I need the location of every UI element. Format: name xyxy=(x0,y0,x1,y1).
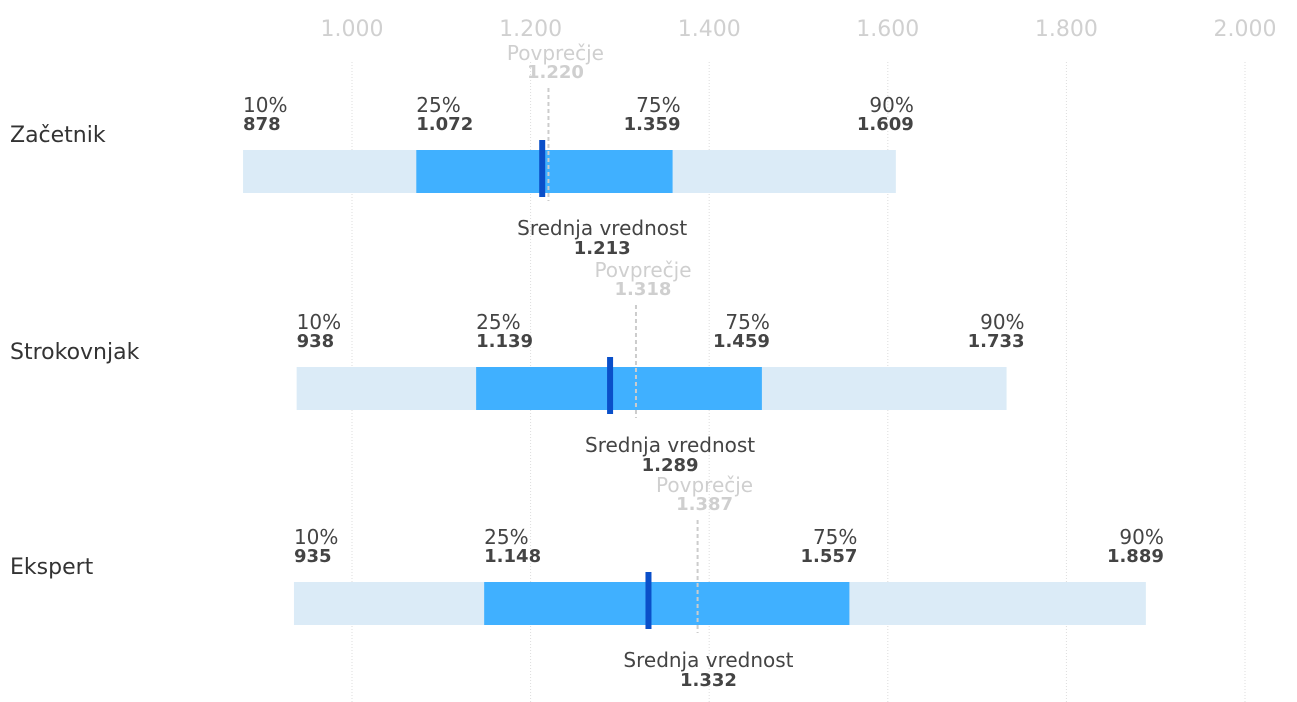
p25-label: 25% xyxy=(484,525,528,549)
p75-label: 75% xyxy=(725,310,769,334)
p25-value: 1.148 xyxy=(484,546,541,567)
median-marker xyxy=(607,357,614,414)
median-label: Srednja vrednost xyxy=(517,216,687,240)
p25-label: 25% xyxy=(476,310,520,334)
x-axis-ticks: 1.000 1.200 1.400 1.600 1.800 2.000 xyxy=(321,17,1277,42)
p75-value: 1.557 xyxy=(800,546,857,567)
x-tick-label: 1.600 xyxy=(856,17,919,42)
median-label: Srednja vrednost xyxy=(623,648,793,672)
p90-label: 90% xyxy=(980,310,1024,334)
x-tick-label: 1.800 xyxy=(1035,17,1098,42)
inner-range-bar xyxy=(484,582,850,625)
p10-value: 935 xyxy=(294,546,332,567)
average-value: 1.318 xyxy=(615,279,672,300)
x-tick-label: 1.200 xyxy=(499,17,562,42)
p75-label: 75% xyxy=(636,93,680,117)
median-marker xyxy=(645,572,652,629)
p75-value: 1.359 xyxy=(624,114,681,135)
row-label: Ekspert xyxy=(10,555,94,580)
p25-label: 25% xyxy=(416,93,460,117)
p10-value: 878 xyxy=(243,114,281,135)
p10-value: 938 xyxy=(297,331,335,352)
inner-range-bar xyxy=(476,367,762,410)
median-marker xyxy=(539,140,546,197)
average-value: 1.220 xyxy=(527,62,584,83)
median-value: 1.213 xyxy=(574,238,631,259)
average-value: 1.387 xyxy=(676,494,733,515)
p75-value: 1.459 xyxy=(713,331,770,352)
average-label: Povprečje xyxy=(507,41,604,65)
p90-label: 90% xyxy=(1119,525,1163,549)
p25-value: 1.139 xyxy=(476,331,533,352)
row-label: Strokovnjak xyxy=(10,340,140,365)
average-label: Povprečje xyxy=(594,258,691,282)
average-label: Povprečje xyxy=(656,473,753,497)
x-tick-label: 2.000 xyxy=(1214,17,1277,42)
p10-label: 10% xyxy=(243,93,287,117)
p10-label: 10% xyxy=(297,310,341,334)
p90-value: 1.733 xyxy=(968,331,1025,352)
p10-label: 10% xyxy=(294,525,338,549)
p75-label: 75% xyxy=(813,525,857,549)
median-value: 1.332 xyxy=(680,670,737,691)
p25-value: 1.072 xyxy=(416,114,473,135)
x-tick-label: 1.400 xyxy=(678,17,741,42)
p90-value: 1.609 xyxy=(857,114,914,135)
p90-label: 90% xyxy=(869,93,913,117)
row-label: Začetnik xyxy=(10,123,106,148)
p90-value: 1.889 xyxy=(1107,546,1164,567)
x-tick-label: 1.000 xyxy=(321,17,384,42)
median-value: 1.289 xyxy=(642,455,699,476)
median-label: Srednja vrednost xyxy=(585,433,755,457)
